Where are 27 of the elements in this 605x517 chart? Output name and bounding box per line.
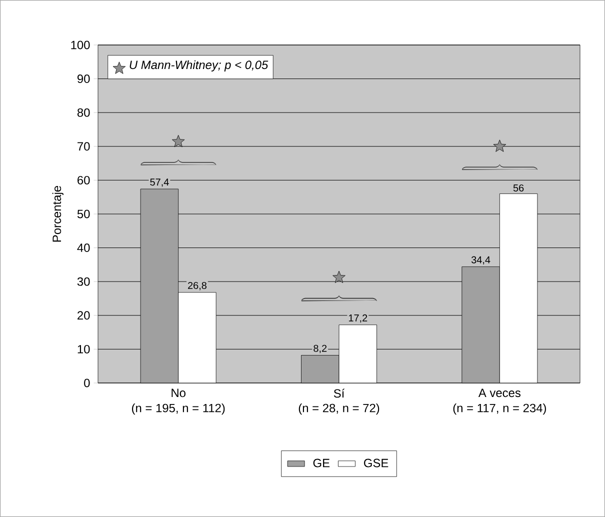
data-label: 17,2: [348, 314, 368, 323]
x-tick-label: Sí: [334, 388, 345, 398]
data-label: 34,4: [471, 256, 490, 265]
y-tick-label: 70: [78, 142, 90, 151]
x-tick-label: No: [172, 388, 186, 398]
y-tick-label: 30: [77, 277, 90, 286]
y-tick-label: 50: [77, 210, 90, 218]
data-label: 8,2: [314, 344, 327, 354]
annotation: U Mann-Whitney; p < 0,05: [130, 60, 268, 72]
y-tick-label: 60: [78, 176, 90, 184]
text: (n = 117, n = 234): [453, 404, 546, 415]
y-tick-label: 100: [71, 40, 90, 50]
data-label: 57,4: [150, 178, 169, 187]
y-tick-label: 40: [77, 244, 90, 252]
y-axis-title: Porcentaje: [52, 186, 64, 242]
y-tick-label: 80: [77, 108, 90, 117]
y-tick-label: 10: [78, 344, 90, 354]
data-label: 26,8: [188, 282, 206, 290]
text: (n = 28, n = 72): [298, 404, 380, 415]
data-label: 56: [513, 184, 524, 192]
y-tick-label: 0: [84, 378, 90, 388]
y-tick-label: 20: [78, 311, 90, 320]
y-tick-label: 90: [78, 74, 90, 84]
legend-label: GSE: [364, 458, 388, 468]
legend-label: GE: [313, 458, 330, 468]
text: (n = 195, n = 112): [132, 404, 225, 415]
x-tick-label: A veces: [478, 388, 520, 398]
